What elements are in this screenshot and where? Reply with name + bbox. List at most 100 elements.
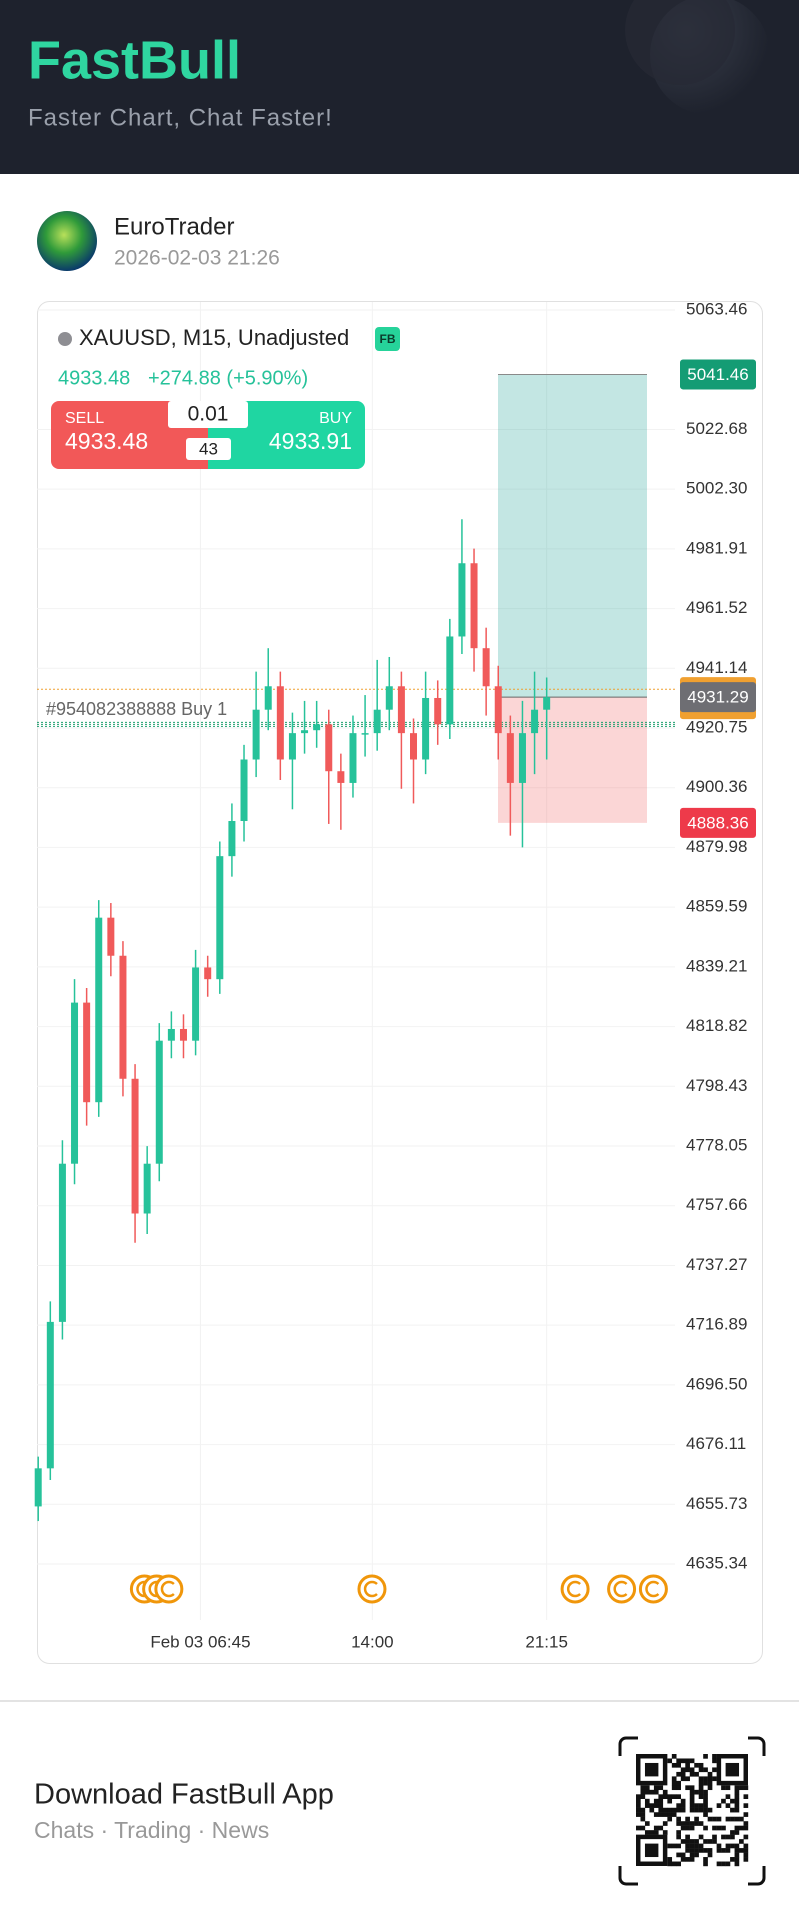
qr-module xyxy=(694,1803,699,1808)
qr-module xyxy=(685,1834,690,1840)
qr-module xyxy=(680,1825,686,1831)
take-profit-zone xyxy=(498,374,647,698)
qr-finder xyxy=(644,1762,659,1777)
qr-module xyxy=(676,1807,681,1813)
qr-module xyxy=(685,1816,690,1822)
qr-module xyxy=(640,1794,646,1799)
qr-module xyxy=(685,1839,690,1844)
qr-module xyxy=(689,1848,695,1853)
qr-module xyxy=(743,1812,749,1817)
candle-body xyxy=(361,733,369,735)
spread-box xyxy=(186,438,231,460)
qr-module xyxy=(734,1807,740,1813)
qr-module xyxy=(725,1816,731,1822)
y-tick-label: 4941.14 xyxy=(686,658,747,677)
qr-module xyxy=(698,1785,704,1791)
candle-body xyxy=(46,1321,54,1469)
candle-body xyxy=(494,686,502,734)
qr-module xyxy=(680,1852,686,1858)
candle-body xyxy=(131,1078,139,1214)
qr-module xyxy=(658,1812,664,1817)
qr-module xyxy=(712,1825,717,1831)
current-price-badge: 4931.29 xyxy=(687,688,748,707)
qr-module xyxy=(640,1785,646,1791)
qr-module xyxy=(644,1830,650,1835)
qr-module xyxy=(707,1776,713,1782)
qr-module xyxy=(712,1754,717,1759)
qr-module xyxy=(662,1807,668,1813)
qr-module xyxy=(653,1785,659,1791)
qr-module xyxy=(725,1861,731,1867)
candle-body xyxy=(216,856,224,980)
qr-module xyxy=(636,1812,641,1817)
y-tick-label: 4655.73 xyxy=(686,1494,747,1513)
qr-module xyxy=(689,1843,695,1849)
candle-body xyxy=(264,686,272,710)
qr-code xyxy=(618,1736,766,1886)
qr-module xyxy=(689,1794,695,1799)
qr-module xyxy=(730,1798,735,1804)
qr-module xyxy=(698,1821,704,1826)
footer-title: Download FastBull App xyxy=(34,1779,334,1811)
qr-module xyxy=(689,1798,695,1804)
position-label: #954082388888 Buy 1 xyxy=(46,699,227,719)
qr-module xyxy=(734,1794,740,1799)
qr-module xyxy=(689,1803,695,1808)
qr-module xyxy=(644,1803,650,1808)
qr-module xyxy=(644,1785,650,1791)
qr-module xyxy=(716,1843,722,1849)
qr-module xyxy=(653,1830,659,1835)
qr-module xyxy=(667,1857,673,1862)
qr-module xyxy=(734,1816,740,1822)
qr-module xyxy=(636,1803,641,1808)
volume-box[interactable] xyxy=(168,401,248,428)
qr-module xyxy=(743,1857,749,1862)
qr-module xyxy=(698,1789,704,1795)
candle-body xyxy=(410,733,418,760)
qr-module xyxy=(739,1839,744,1844)
qr-module xyxy=(716,1803,722,1808)
candle-body xyxy=(325,724,333,772)
qr-module xyxy=(658,1807,664,1813)
y-tick-label: 5002.30 xyxy=(686,479,747,498)
y-tick-label: 4716.89 xyxy=(686,1315,747,1334)
fb-badge-text: FB xyxy=(380,332,396,346)
qr-module xyxy=(730,1834,735,1840)
qr-module xyxy=(640,1807,646,1813)
candle-body xyxy=(83,1002,91,1103)
qr-module xyxy=(658,1825,664,1831)
qr-module xyxy=(725,1794,731,1799)
candle-body xyxy=(506,733,514,783)
qr-module xyxy=(685,1848,690,1853)
qr-module xyxy=(680,1771,686,1777)
qr-module xyxy=(636,1794,641,1799)
qr-module xyxy=(694,1771,699,1777)
qr-module xyxy=(662,1812,668,1817)
qr-module xyxy=(698,1843,704,1849)
qr-module xyxy=(667,1861,673,1867)
candle-body xyxy=(349,733,357,783)
qr-module xyxy=(707,1785,713,1791)
qr-module xyxy=(676,1821,681,1826)
qr-module xyxy=(636,1825,641,1831)
qr-module xyxy=(676,1780,681,1786)
qr-module xyxy=(640,1812,646,1817)
qr-module xyxy=(725,1843,731,1849)
qr-module xyxy=(689,1807,695,1813)
candle-body xyxy=(119,955,127,1079)
candle-body xyxy=(179,1028,187,1041)
qr-module xyxy=(676,1852,681,1858)
candle-body xyxy=(518,733,526,783)
qr-module xyxy=(636,1798,641,1804)
qr-module xyxy=(676,1861,681,1867)
qr-module xyxy=(680,1821,686,1826)
candle-body xyxy=(482,648,490,687)
qr-module xyxy=(685,1821,690,1826)
fb-badge xyxy=(375,327,400,351)
qr-module xyxy=(676,1758,681,1764)
qr-module xyxy=(680,1798,686,1804)
qr-module xyxy=(712,1834,717,1840)
qr-module xyxy=(734,1861,740,1867)
qr-module xyxy=(743,1825,749,1831)
qr-module xyxy=(658,1803,664,1808)
